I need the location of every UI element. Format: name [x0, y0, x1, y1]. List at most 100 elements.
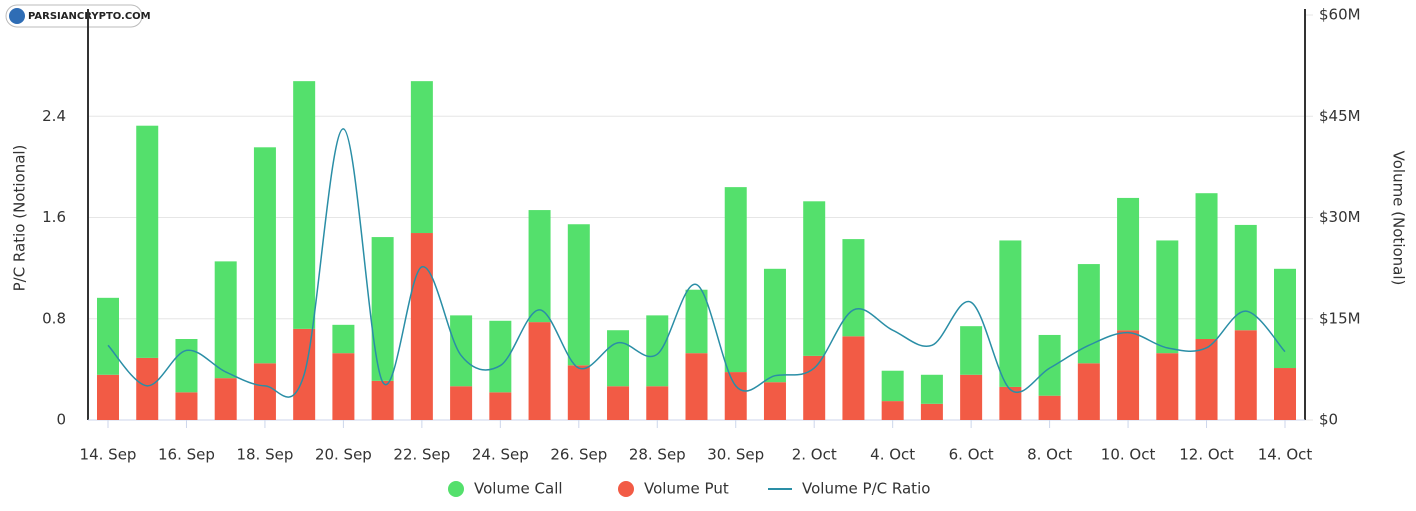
x-tick-label: 28. Sep — [629, 446, 686, 464]
bar-segment — [1274, 268, 1296, 369]
bar-segment — [332, 353, 355, 420]
bar-segment — [881, 401, 904, 420]
bar-segment — [1274, 368, 1296, 420]
bar-segment — [450, 386, 473, 420]
bar-segment — [253, 147, 276, 364]
bar-segment — [332, 324, 355, 354]
bar-segment — [489, 320, 512, 393]
bar-segment — [1038, 334, 1061, 396]
y2-axis-title: Volume (Notional) — [1390, 151, 1408, 286]
x-tick-label: 14. Oct — [1258, 446, 1313, 464]
y2-tick-label: $60M — [1319, 6, 1361, 24]
x-tick-label: 22. Sep — [393, 446, 450, 464]
bar-segment — [803, 201, 826, 356]
x-tick-label: 6. Oct — [949, 446, 994, 464]
legend-item[interactable]: Volume P/C Ratio — [768, 480, 930, 498]
y2-tick-label: $15M — [1319, 309, 1361, 327]
x-tick-label: 2. Oct — [792, 446, 837, 464]
bar-segment — [450, 315, 473, 387]
y-tick-label: 0.8 — [42, 309, 66, 327]
bar-segment — [685, 353, 708, 420]
bar-segment — [763, 268, 786, 383]
legend-symbol — [448, 481, 464, 497]
bar-segment — [842, 239, 865, 337]
watermark-badge: PARSIANCRYPTO.COM — [5, 4, 151, 28]
bar-segment — [528, 210, 551, 323]
bar-segment — [724, 187, 747, 373]
y-axis-title: P/C Ratio (Notional) — [11, 145, 29, 292]
bar-segment — [371, 380, 394, 420]
ratio-line — [107, 128, 1286, 398]
bar-segment — [646, 315, 669, 387]
bar-segment — [685, 289, 708, 354]
legend-item[interactable]: Volume Call — [448, 480, 563, 498]
x-tick-label: 12. Oct — [1179, 446, 1234, 464]
bar-segment — [1117, 197, 1140, 331]
legend-label: Volume Put — [644, 480, 729, 498]
legend-symbol — [618, 481, 634, 497]
bar-segment — [607, 330, 630, 387]
x-tick-label: 14. Sep — [80, 446, 137, 464]
bar-segment — [1156, 240, 1179, 354]
y-tick-label: 0 — [56, 411, 66, 429]
bar-segment — [1234, 224, 1257, 331]
bar-segment — [214, 378, 237, 420]
bar-segment — [960, 326, 983, 375]
bar-segment — [646, 386, 669, 420]
bar-segment — [960, 374, 983, 420]
x-tick-label: 18. Sep — [236, 446, 293, 464]
bar-segment — [1195, 193, 1218, 339]
bar-segment — [842, 336, 865, 420]
x-tick-label: 4. Oct — [870, 446, 915, 464]
watermark-icon — [9, 8, 25, 24]
bar-segment — [175, 339, 198, 393]
bar-segment — [1077, 363, 1100, 420]
bar-segment — [371, 237, 394, 381]
x-tick-label: 20. Sep — [315, 446, 372, 464]
bar-segment — [528, 322, 551, 420]
bar-segment — [567, 224, 590, 366]
y2-tick-label: $0 — [1319, 411, 1338, 429]
bar-segment — [1195, 339, 1218, 420]
x-tick-label: 8. Oct — [1027, 446, 1072, 464]
legend-item[interactable]: Volume Put — [618, 480, 729, 498]
bar-segment — [1077, 264, 1100, 364]
bar-segment — [253, 363, 276, 420]
legend-label: Volume Call — [474, 480, 563, 498]
bar-segment — [1117, 330, 1140, 420]
bar-segment — [920, 374, 943, 404]
bar-segment — [97, 297, 119, 375]
bar-segment — [489, 392, 512, 420]
x-tick-label: 30. Sep — [707, 446, 764, 464]
y2-tick-label: $45M — [1319, 107, 1361, 125]
bar-segment — [1038, 395, 1061, 420]
y-tick-label: 1.6 — [42, 208, 66, 226]
bar-segment — [881, 370, 904, 402]
legend-label: Volume P/C Ratio — [802, 480, 930, 498]
bar-segment — [999, 240, 1022, 387]
bar-segment — [1234, 330, 1257, 420]
bar-segment — [214, 261, 237, 379]
bar-segment — [1156, 353, 1179, 420]
bar-segment — [175, 392, 198, 420]
bar-segment — [803, 355, 826, 420]
bar-segment — [920, 403, 943, 420]
x-tick-label: 24. Sep — [472, 446, 529, 464]
bar-segment — [410, 233, 433, 420]
y-tick-label: 2.4 — [42, 107, 66, 125]
bar-segment — [136, 125, 159, 358]
x-tick-label: 10. Oct — [1101, 446, 1156, 464]
watermark-frame — [5, 4, 143, 28]
bar-segment — [410, 81, 433, 234]
bar-segment — [724, 372, 747, 420]
bar-segment — [607, 386, 630, 420]
bar-segment — [999, 386, 1022, 420]
bar-segment — [136, 357, 159, 420]
bar-segment — [763, 382, 786, 420]
bar-segment — [293, 81, 316, 329]
x-tick-label: 26. Sep — [550, 446, 607, 464]
watermark: PARSIANCRYPTO.COM — [28, 11, 151, 22]
legend: Volume Call Volume Put Volume P/C Ratio — [448, 480, 930, 498]
